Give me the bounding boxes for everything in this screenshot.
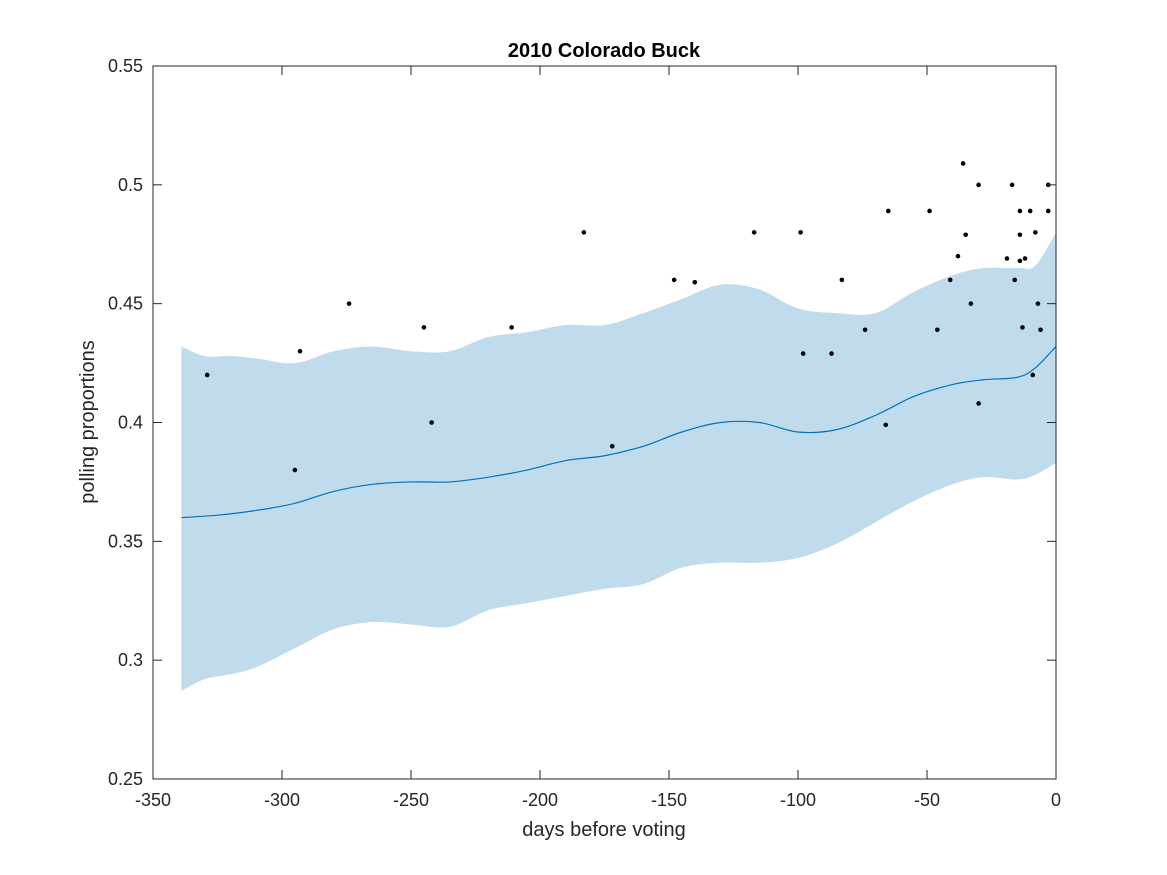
y-tick-label: 0.35: [108, 531, 143, 551]
poll-data-point: [1017, 258, 1023, 264]
y-tick-label: 0.55: [108, 56, 143, 76]
y-axis-label: polling proportions: [77, 340, 99, 503]
poll-data-point: [671, 277, 677, 283]
poll-data-point: [839, 277, 845, 283]
poll-data-point: [798, 230, 803, 235]
confidence-band: [181, 232, 1056, 692]
poll-data-point: [1045, 208, 1051, 214]
poll-data-point: [1017, 232, 1023, 238]
x-tick-label: -350: [135, 790, 171, 810]
x-axis-label: days before voting: [522, 819, 685, 841]
poll-data-point: [935, 327, 940, 333]
poll-data-point: [751, 230, 757, 235]
poll-data-point: [1030, 372, 1036, 378]
y-tick-label: 0.4: [118, 413, 143, 433]
poll-data-point: [968, 301, 974, 306]
poll-data-point: [297, 348, 303, 354]
y-tick-label: 0.3: [118, 650, 143, 670]
plot-area: -350 -300 -250 -200 -150 -100 -50 0 0.25 0.3 0.35 0…: [108, 56, 1061, 810]
poll-data-point: [429, 420, 434, 425]
poll-data-point: [292, 467, 298, 473]
poll-data-point: [609, 443, 615, 449]
x-tick-label: -200: [522, 790, 558, 810]
poll-data-point: [509, 325, 514, 330]
poll-data-point: [862, 327, 868, 333]
poll-data-point: [1004, 256, 1010, 261]
poll-data-point: [346, 301, 352, 306]
mean-trend-line: [181, 346, 1057, 519]
poll-data-point: [883, 422, 889, 428]
y-tick-label: 0.25: [108, 769, 143, 789]
x-tick-label: 0: [1051, 790, 1061, 810]
poll-data-point: [1022, 256, 1028, 261]
poll-data-point: [955, 253, 961, 259]
poll-data-point: [1012, 277, 1018, 283]
x-tick-label: -300: [264, 790, 300, 810]
poll-data-point: [927, 208, 932, 214]
poll-data-point: [829, 351, 834, 356]
x-tick-label: -250: [393, 790, 429, 810]
poll-data-point: [1009, 182, 1015, 188]
poll-data-point: [1020, 325, 1025, 330]
poll-data-point: [204, 372, 210, 378]
poll-data-point: [1027, 208, 1033, 214]
poll-data-point: [692, 279, 698, 285]
poll-data-point: [960, 161, 966, 166]
x-tick-label: -50: [914, 790, 940, 810]
poll-data-point: [947, 277, 953, 283]
poll-data-point: [421, 325, 427, 330]
poll-data-point: [886, 208, 891, 214]
x-tick-label: -100: [780, 790, 816, 810]
poll-data-point: [581, 230, 587, 235]
poll-data-point: [1035, 301, 1041, 306]
poll-data-point: [1038, 327, 1043, 333]
poll-data-point: [963, 232, 968, 238]
y-tick-label: 0.45: [108, 294, 143, 314]
poll-data-point: [800, 351, 806, 356]
poll-data-point: [1033, 230, 1038, 235]
x-tick-label: -150: [651, 790, 687, 810]
poll-data-point: [976, 401, 981, 406]
y-tick-label: 0.5: [118, 175, 143, 195]
chart-title: 2010 Colorado Buck: [508, 40, 701, 62]
poll-data-point: [1017, 208, 1023, 214]
poll-data-point: [976, 182, 981, 188]
